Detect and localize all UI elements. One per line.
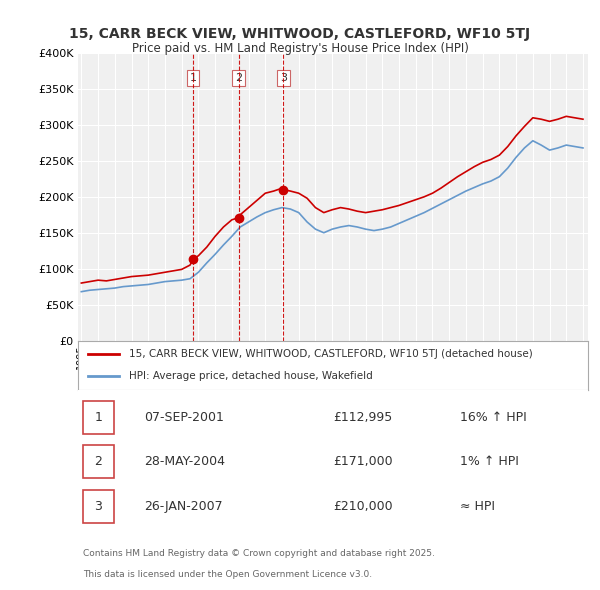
Text: This data is licensed under the Open Government Licence v3.0.: This data is licensed under the Open Gov… [83, 571, 372, 579]
Text: 2: 2 [94, 455, 103, 468]
Text: 1: 1 [190, 73, 197, 83]
Text: ≈ HPI: ≈ HPI [461, 500, 496, 513]
Text: 3: 3 [94, 500, 103, 513]
Text: £171,000: £171,000 [333, 455, 392, 468]
Text: Price paid vs. HM Land Registry's House Price Index (HPI): Price paid vs. HM Land Registry's House … [131, 42, 469, 55]
Text: £210,000: £210,000 [333, 500, 392, 513]
FancyBboxPatch shape [83, 490, 114, 523]
Text: 1% ↑ HPI: 1% ↑ HPI [461, 455, 520, 468]
FancyBboxPatch shape [83, 445, 114, 478]
Text: Contains HM Land Registry data © Crown copyright and database right 2025.: Contains HM Land Registry data © Crown c… [83, 549, 435, 558]
Text: 2: 2 [235, 73, 242, 83]
Text: 15, CARR BECK VIEW, WHITWOOD, CASTLEFORD, WF10 5TJ (detached house): 15, CARR BECK VIEW, WHITWOOD, CASTLEFORD… [129, 349, 533, 359]
Text: 07-SEP-2001: 07-SEP-2001 [145, 411, 224, 424]
Text: 1: 1 [94, 411, 103, 424]
Text: 15, CARR BECK VIEW, WHITWOOD, CASTLEFORD, WF10 5TJ: 15, CARR BECK VIEW, WHITWOOD, CASTLEFORD… [70, 27, 530, 41]
FancyBboxPatch shape [83, 401, 114, 434]
Text: 16% ↑ HPI: 16% ↑ HPI [461, 411, 527, 424]
Text: HPI: Average price, detached house, Wakefield: HPI: Average price, detached house, Wake… [129, 371, 373, 381]
Text: 28-MAY-2004: 28-MAY-2004 [145, 455, 226, 468]
Text: £112,995: £112,995 [333, 411, 392, 424]
Text: 26-JAN-2007: 26-JAN-2007 [145, 500, 223, 513]
Text: 3: 3 [280, 73, 287, 83]
